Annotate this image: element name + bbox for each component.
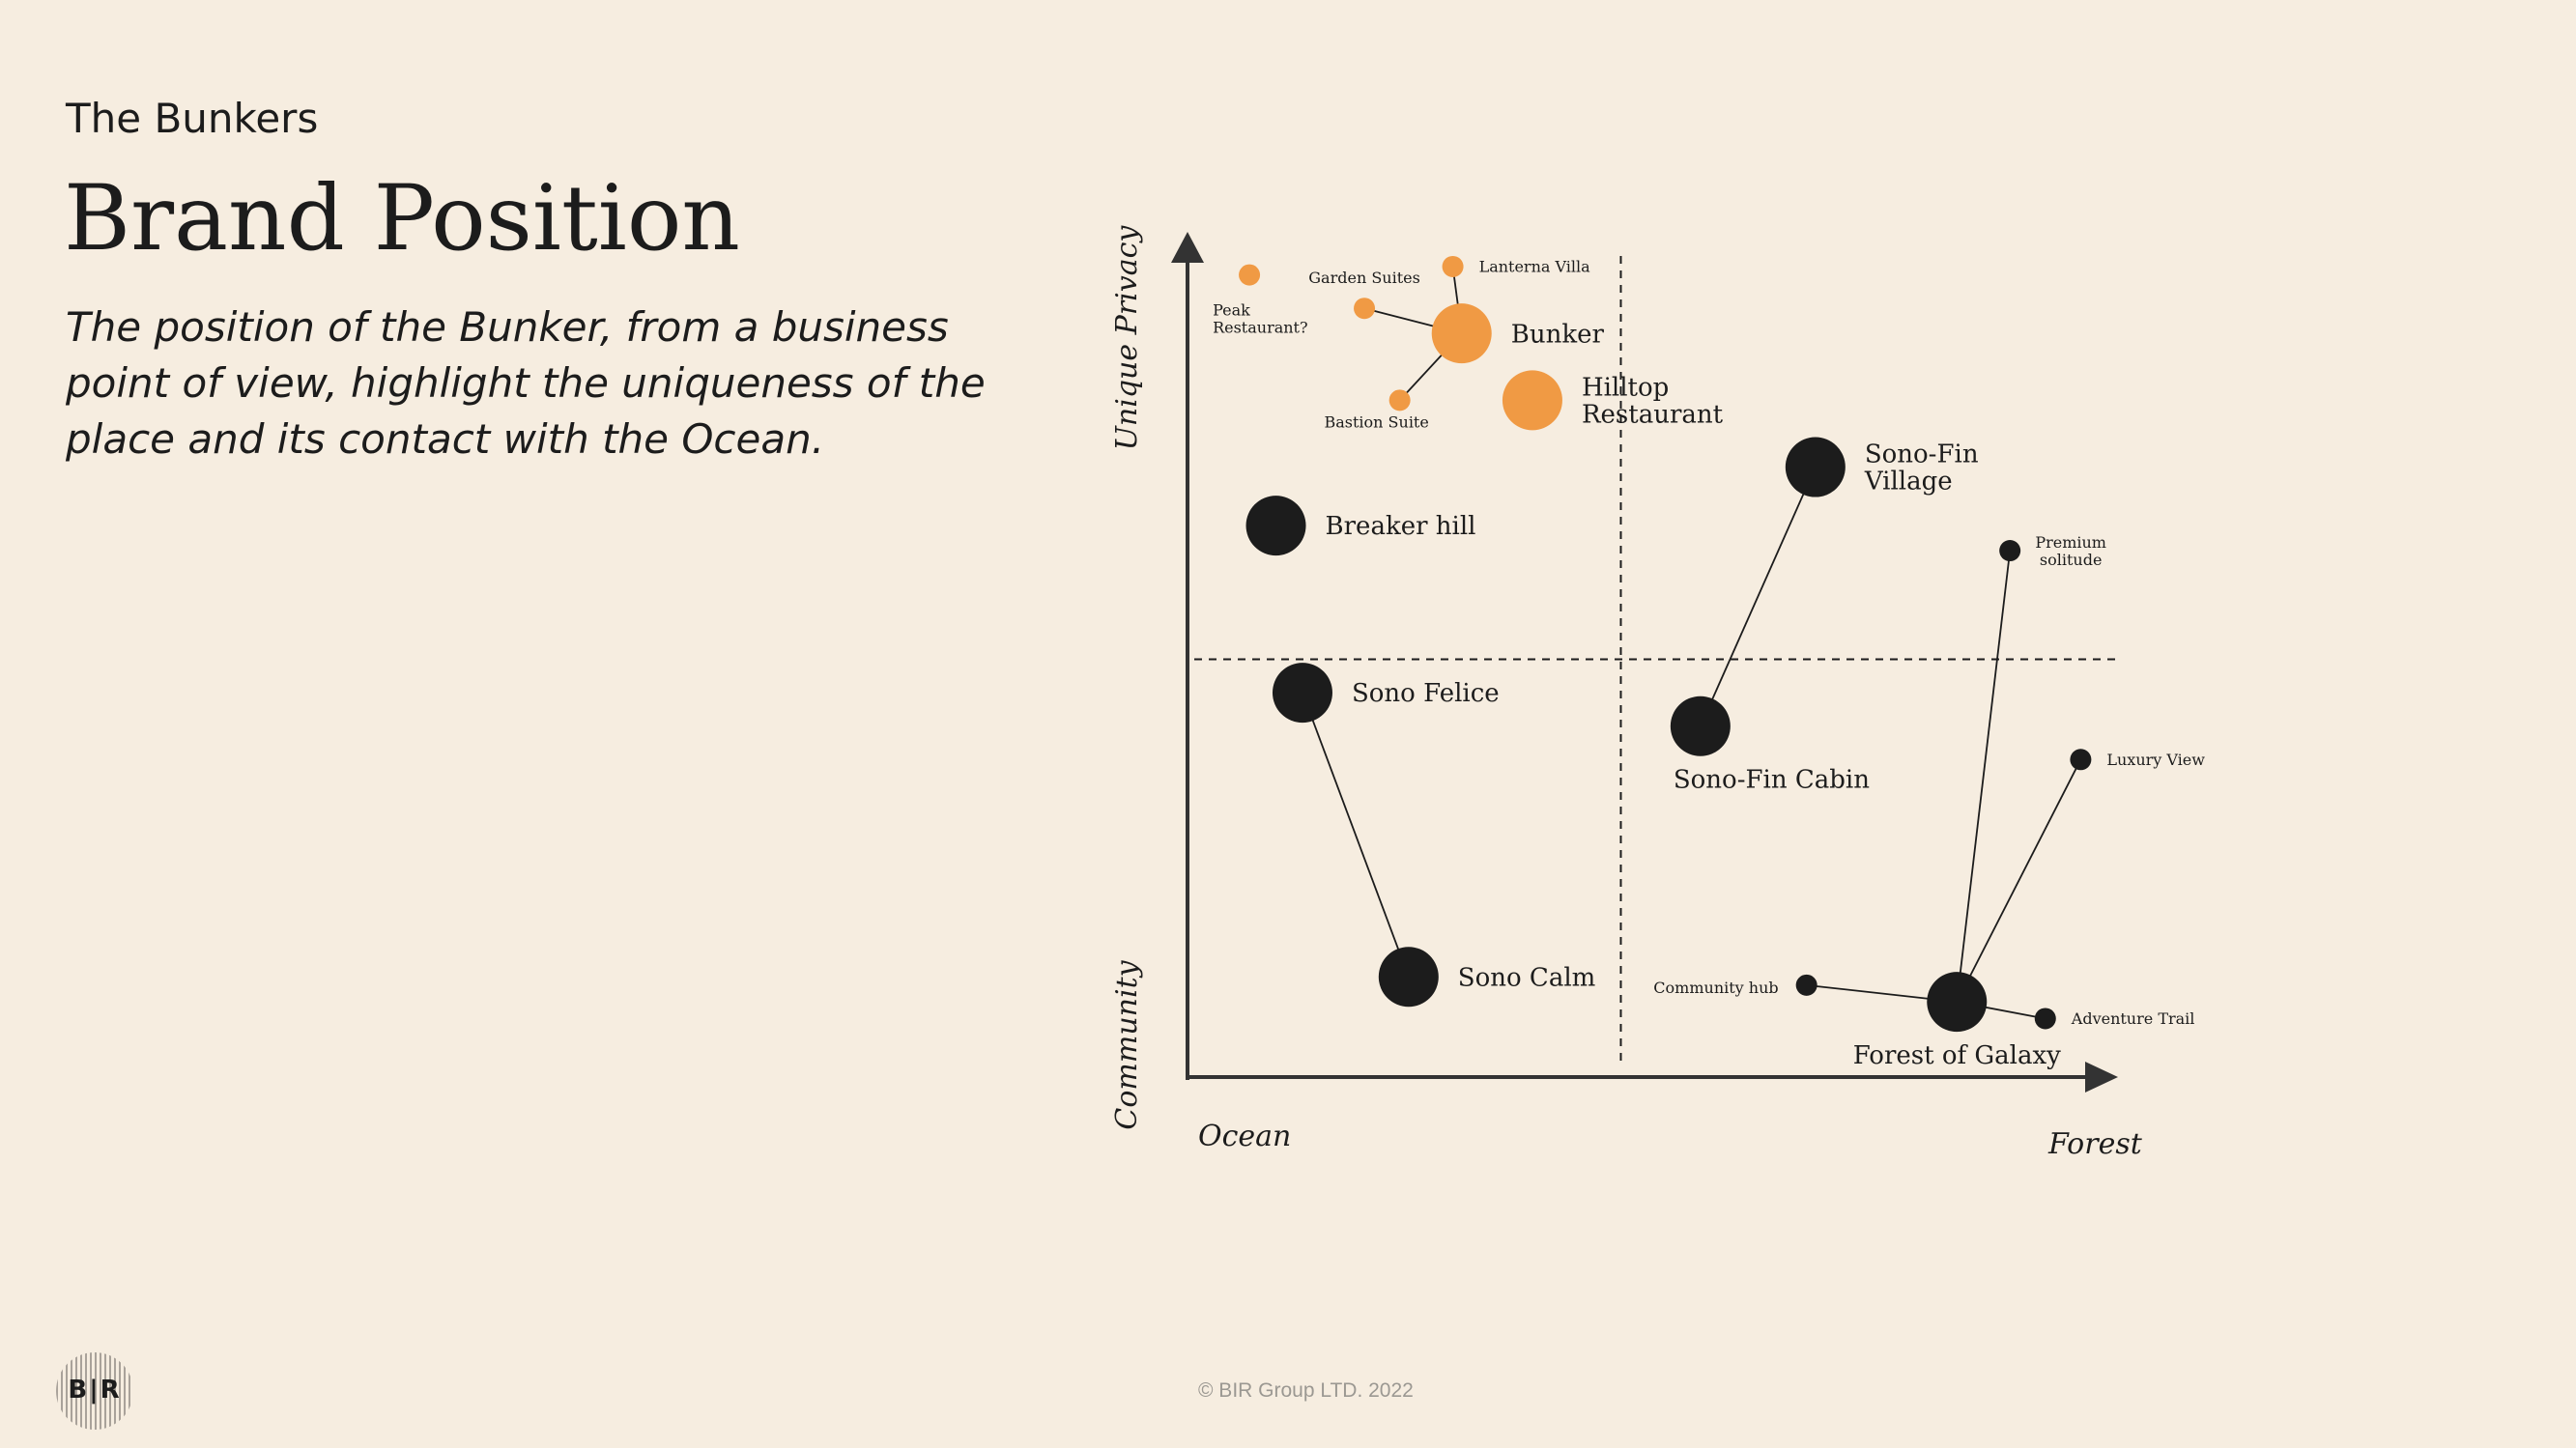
label-community: Community hub	[1653, 979, 1778, 997]
point-fincabin	[1670, 696, 1731, 756]
label-peak: Peak Restaurant?	[1213, 301, 1308, 337]
label-adventure: Adventure Trail	[2071, 1009, 2195, 1028]
x-axis-left-label: Ocean	[1198, 1120, 1291, 1153]
x-axis-right-label: Forest	[2047, 1127, 2143, 1161]
label-line: Sono Calm	[1458, 963, 1596, 992]
label-bastion: Bastion Suite	[1324, 412, 1428, 431]
label-finvillage: Sono-Fin Village	[1864, 440, 1979, 497]
label-line: Hilltop	[1582, 373, 1669, 402]
point-luxury	[2070, 749, 2092, 771]
label-line: Breaker hill	[1326, 512, 1476, 541]
bir-logo: B|R	[56, 1352, 133, 1430]
point-galaxy	[1927, 972, 1988, 1033]
y-axis-top-label: Unique Privacy	[1110, 225, 1144, 451]
point-calm	[1378, 947, 1439, 1008]
connector-line	[1700, 467, 1817, 727]
label-calm: Sono Calm	[1458, 963, 1596, 992]
point-garden	[1354, 298, 1376, 320]
label-fincabin: Sono-Fin Cabin	[1674, 766, 1870, 795]
point-community	[1795, 974, 1818, 996]
label-breaker: Breaker hill	[1326, 512, 1476, 541]
label-line: Sono-Fin	[1865, 440, 1979, 469]
connector-line	[1302, 692, 1410, 978]
label-garden: Garden Suites	[1308, 269, 1420, 287]
chart-points	[1239, 255, 2092, 1033]
point-breaker	[1245, 496, 1306, 556]
label-line: Peak	[1213, 301, 1250, 320]
label-line: solitude	[2040, 551, 2103, 569]
label-hilltop: Hilltop Restaurant	[1582, 373, 1724, 429]
point-bunker	[1431, 303, 1492, 364]
label-line: Lanterna Villa	[1479, 258, 1591, 276]
page-description: The position of the Bunker, from a busin…	[66, 303, 986, 463]
y-axis-bottom-label: Community	[1110, 959, 1144, 1129]
label-premium: Premium solitude	[2035, 533, 2106, 569]
label-line: Bunker	[1511, 320, 1605, 349]
point-lanterna	[1442, 255, 1464, 277]
label-luxury: Luxury View	[2106, 751, 2205, 769]
page-subtitle: The Bunkers	[66, 95, 319, 142]
point-adventure	[2034, 1008, 2056, 1030]
quadrant-dividers	[1194, 256, 2116, 1063]
connector-line	[1956, 758, 2082, 1003]
point-hilltop	[1502, 370, 1562, 431]
point-premium	[1999, 540, 2021, 562]
label-lanterna: Lanterna Villa	[1479, 258, 1591, 276]
label-line: Sono Felice	[1352, 679, 1500, 708]
label-line: Sono-Fin Cabin	[1674, 766, 1870, 795]
label-line: Restaurant	[1582, 400, 1724, 429]
point-felice	[1272, 663, 1332, 724]
connector-line	[1956, 550, 2012, 1003]
copyright-footer: © BIR Group LTD. 2022	[1198, 1379, 1414, 1402]
chart-axes: Ocean Forest Unique Privacy Community	[1110, 225, 2143, 1161]
label-bunker: Bunker	[1511, 320, 1605, 349]
label-felice: Sono Felice	[1352, 679, 1500, 708]
page-title: Brand Position	[64, 166, 740, 271]
label-line: Bastion Suite	[1324, 412, 1428, 431]
label-galaxy: Forest of Galaxy	[1853, 1041, 2061, 1070]
connector-lines	[1302, 266, 2082, 1020]
point-peak	[1239, 264, 1261, 286]
label-line: Adventure Trail	[2071, 1009, 2195, 1028]
chart-labels: Bunker Lanterna Villa Garden Suites Bastion…	[1213, 258, 2205, 1071]
label-line: Premium	[2035, 533, 2106, 552]
label-line: Forest of Galaxy	[1853, 1041, 2061, 1070]
y-axis-arrow	[1171, 232, 1204, 263]
label-line: Village	[1864, 468, 1953, 497]
label-line: Garden Suites	[1308, 269, 1420, 287]
label-line: Community hub	[1653, 979, 1778, 997]
logo-text: B|R	[68, 1376, 122, 1405]
x-axis-arrow	[2085, 1062, 2118, 1093]
point-finvillage	[1785, 437, 1846, 497]
label-line: Restaurant?	[1213, 319, 1308, 337]
label-line: Luxury View	[2106, 751, 2205, 769]
point-bastion	[1388, 389, 1411, 412]
